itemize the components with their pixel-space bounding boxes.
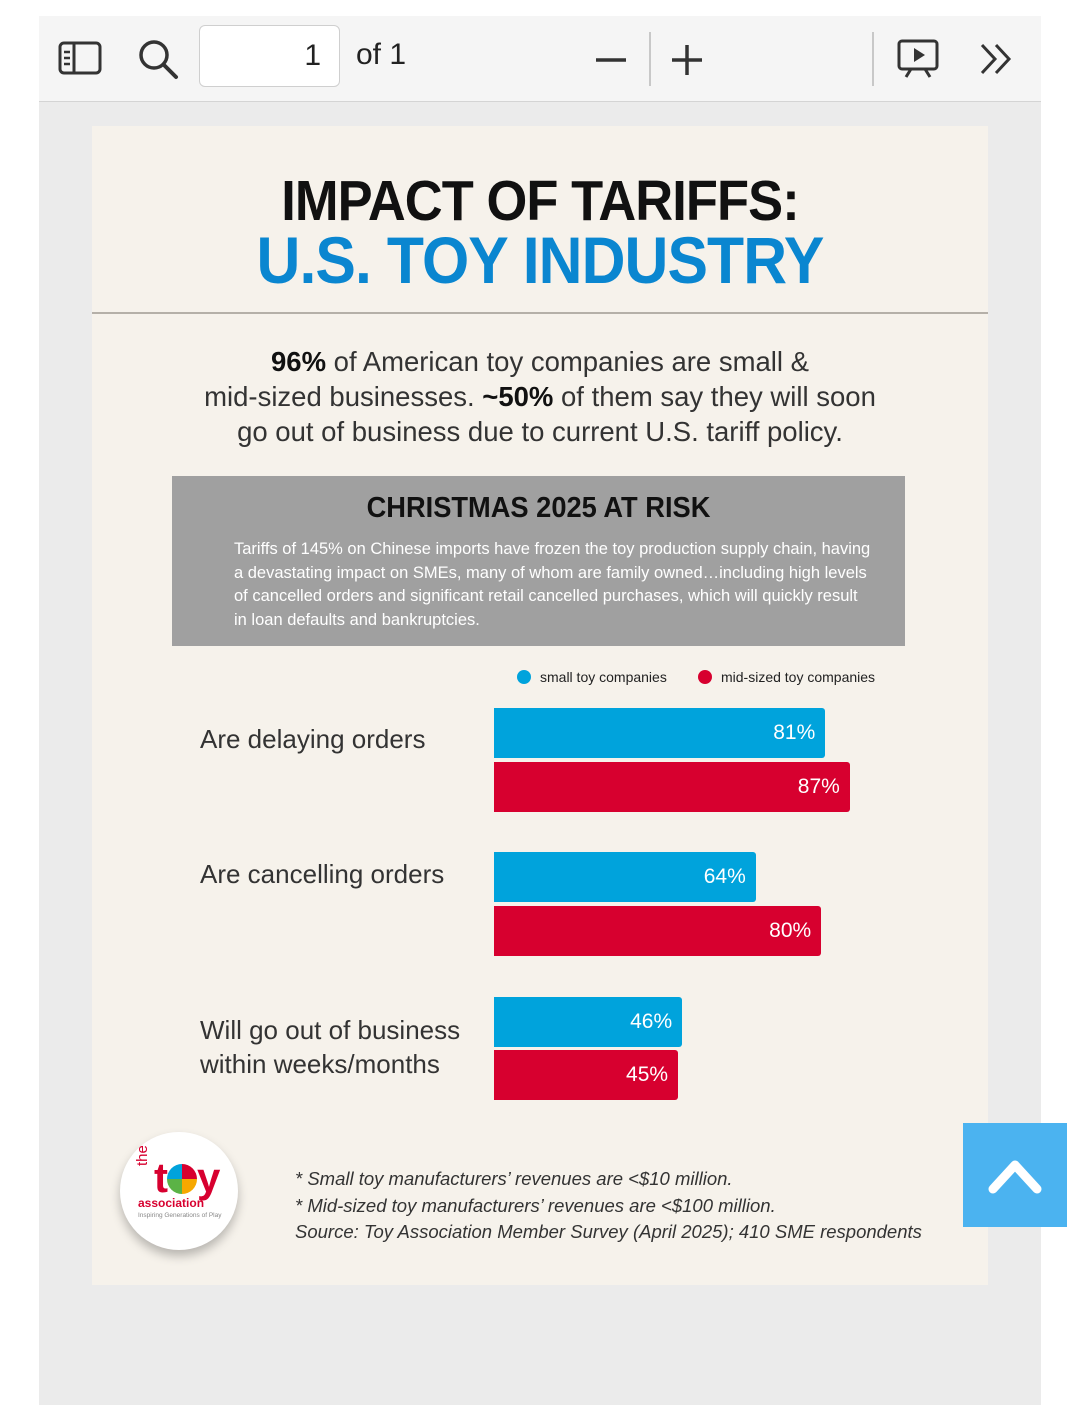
viewer-toolbar: of 1	[39, 16, 1041, 102]
intro-text: 96% of American toy companies are small …	[152, 344, 928, 449]
legend-label-small: small toy companies	[540, 669, 667, 685]
toolbar-divider	[872, 32, 874, 86]
footnote: * Mid-sized toy manufacturers’ revenues …	[295, 1194, 776, 1216]
page-title: IMPACT OF TARIFFS:	[281, 169, 799, 233]
logo-ball-icon	[167, 1164, 197, 1194]
zoom-out-icon[interactable]	[591, 40, 631, 80]
bar-small-out-of-business: 46%	[494, 997, 683, 1047]
bar-label: 81%	[773, 721, 816, 744]
title-divider	[92, 312, 988, 314]
intro-line: go out of business due to current U.S. t…	[237, 416, 843, 447]
bar-label: 80%	[769, 919, 812, 942]
legend-dot-mid	[698, 670, 712, 684]
presentation-icon[interactable]	[895, 36, 941, 82]
bar-mid-cancelling: 80%	[494, 906, 822, 956]
category-label-out-of-business: Will go out of business within weeks/mon…	[200, 1015, 461, 1079]
bar-label: 87%	[797, 775, 840, 798]
search-icon[interactable]	[135, 36, 181, 82]
chevron-up-icon	[988, 1160, 1042, 1194]
logo-tagline: Inspiring Generations of Play	[138, 1212, 222, 1219]
page-count-label: of 1	[356, 38, 407, 71]
intro-line: of American toy companies are small &	[326, 346, 810, 377]
zoom-in-icon[interactable]	[667, 40, 707, 80]
legend-small: small toy companies	[517, 669, 667, 685]
toolbar-divider	[649, 32, 651, 86]
page-number-input[interactable]	[199, 25, 340, 87]
legend-label-mid: mid-sized toy companies	[721, 669, 876, 685]
risk-title: CHRISTMAS 2025 AT RISK	[366, 492, 711, 524]
intro-line: mid-sized businesses.	[204, 381, 483, 412]
source-note: Source: Toy Association Member Survey (A…	[295, 1221, 922, 1242]
scroll-to-top-button[interactable]	[963, 1123, 1067, 1227]
legend-dot-small	[517, 670, 531, 684]
logo-the: the	[134, 1145, 151, 1166]
footnote: * Small toy manufacturers’ revenues are …	[295, 1168, 733, 1189]
intro-line: of them say they will soon	[553, 381, 876, 412]
category-label-delaying: Are delaying orders	[200, 724, 426, 754]
bar-small-delaying: 81%	[494, 708, 826, 758]
footnotes: * Small toy manufacturers’ revenues are …	[295, 1166, 922, 1246]
category-label-cancelling: Are cancelling orders	[200, 859, 445, 889]
legend-mid: mid-sized toy companies	[698, 669, 875, 685]
logo-association: association	[138, 1196, 205, 1210]
logo-letter-t: t	[154, 1154, 168, 1201]
bar-mid-delaying: 87%	[494, 762, 850, 812]
bar-small-cancelling: 64%	[494, 852, 756, 902]
bar-label: 45%	[626, 1063, 669, 1086]
page-subtitle: U.S. TOY INDUSTRY	[256, 223, 825, 297]
bar-mid-out-of-business: 45%	[494, 1050, 679, 1100]
bar-label: 64%	[703, 865, 746, 888]
logo-letter-y: y	[197, 1154, 220, 1201]
sidebar-icon[interactable]	[57, 38, 103, 78]
bar-label: 46%	[630, 1010, 673, 1033]
intro-stat-50: ~50%	[482, 381, 554, 412]
risk-box: CHRISTMAS 2025 AT RISK Tariffs of 145% o…	[172, 476, 905, 646]
risk-body: Tariffs of 145% on Chinese imports have …	[234, 540, 871, 629]
intro-stat-96: 96%	[270, 346, 327, 377]
document-page: IMPACT OF TARIFFS: U.S. TOY INDUSTRY 96%…	[92, 126, 988, 1285]
more-tools-icon[interactable]	[974, 38, 1018, 80]
